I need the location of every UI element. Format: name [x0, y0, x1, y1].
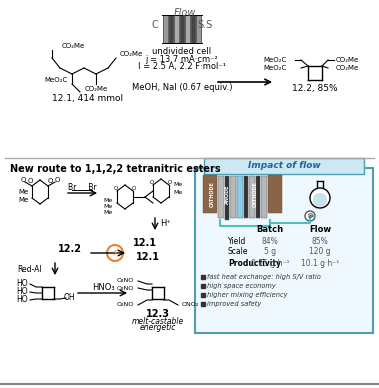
Text: Yield: Yield — [228, 237, 246, 246]
Text: 120 g: 120 g — [309, 248, 331, 256]
Text: 12.2: 12.2 — [58, 244, 82, 254]
Text: O: O — [47, 178, 53, 184]
Text: Me: Me — [173, 189, 182, 194]
Text: CO₂Me: CO₂Me — [120, 51, 143, 57]
Bar — [191, 15, 195, 43]
Circle shape — [107, 245, 123, 261]
Text: O: O — [168, 180, 172, 185]
Text: Productivity: Productivity — [228, 258, 281, 267]
Text: fast heat exchange: high S/V ratio: fast heat exchange: high S/V ratio — [207, 274, 321, 280]
Text: 5 g: 5 g — [264, 248, 276, 256]
Text: Red-Al: Red-Al — [17, 265, 42, 274]
Text: O₂NO: O₂NO — [117, 279, 134, 284]
Text: 12.3: 12.3 — [146, 309, 170, 319]
Text: ⊗: ⊗ — [307, 211, 313, 220]
Text: high space economy: high space economy — [207, 283, 276, 289]
Text: O₂NO: O₂NO — [117, 286, 134, 291]
Text: ANODE: ANODE — [224, 184, 230, 204]
Bar — [196, 15, 201, 43]
Text: CO₂Me: CO₂Me — [85, 86, 108, 92]
Text: MeOH, NaI (0.67 equiv.): MeOH, NaI (0.67 equiv.) — [132, 83, 232, 92]
Text: melt-castable: melt-castable — [132, 317, 184, 326]
Text: 12.2, 85%: 12.2, 85% — [292, 85, 338, 94]
Text: HO: HO — [16, 296, 28, 305]
Text: 12.1, 414 mmol: 12.1, 414 mmol — [52, 94, 124, 102]
Text: Me: Me — [104, 210, 113, 215]
Bar — [174, 15, 179, 43]
Bar — [261, 176, 267, 218]
Text: O₂NO: O₂NO — [117, 303, 134, 308]
Bar — [169, 15, 173, 43]
Text: O: O — [132, 185, 136, 191]
Text: H⁺: H⁺ — [160, 218, 171, 227]
Text: O: O — [20, 177, 26, 183]
Text: 85%: 85% — [312, 237, 328, 246]
Text: Me: Me — [19, 197, 29, 203]
Text: j = 13.7 mA·cm⁻²: j = 13.7 mA·cm⁻² — [146, 54, 218, 64]
Text: MeO₂C: MeO₂C — [264, 65, 287, 71]
Text: ⚡: ⚡ — [111, 248, 118, 258]
Bar — [244, 176, 248, 218]
Text: O: O — [150, 180, 154, 185]
Text: 10.1 g·h⁻¹: 10.1 g·h⁻¹ — [301, 258, 339, 267]
Bar — [249, 176, 255, 218]
FancyBboxPatch shape — [204, 158, 364, 174]
Bar — [185, 15, 190, 43]
Text: C: C — [152, 20, 158, 30]
Text: Br     Br: Br Br — [68, 184, 96, 192]
Text: ONO₂: ONO₂ — [182, 303, 199, 308]
Bar — [163, 15, 168, 43]
Text: S.S: S.S — [197, 20, 213, 30]
Bar — [180, 15, 184, 43]
Bar — [256, 176, 260, 218]
Circle shape — [313, 193, 327, 207]
Text: Me: Me — [19, 189, 29, 195]
Text: Me: Me — [173, 182, 182, 187]
Text: Batch: Batch — [257, 225, 283, 234]
Text: HNO₃: HNO₃ — [92, 284, 114, 293]
Text: Flow: Flow — [174, 8, 196, 18]
Text: Impact of flow: Impact of flow — [247, 161, 320, 170]
Bar — [203, 175, 217, 213]
Text: improved safety: improved safety — [207, 301, 261, 307]
Bar — [218, 176, 224, 218]
Text: 12.1: 12.1 — [136, 252, 160, 262]
Text: CATHODE: CATHODE — [252, 181, 257, 207]
Text: O: O — [54, 177, 60, 183]
Text: Flow: Flow — [309, 225, 331, 234]
Text: energetic: energetic — [140, 324, 176, 333]
Text: undivided cell: undivided cell — [152, 47, 211, 55]
Text: 84%: 84% — [262, 237, 278, 246]
Text: 12.1: 12.1 — [133, 238, 157, 248]
FancyBboxPatch shape — [195, 168, 373, 333]
Text: OH: OH — [64, 293, 76, 303]
Text: CO₂Me: CO₂Me — [336, 65, 359, 71]
Bar — [225, 176, 229, 220]
Text: CO₂Me: CO₂Me — [336, 57, 359, 63]
Text: CO₂Me: CO₂Me — [62, 43, 85, 49]
Circle shape — [310, 188, 330, 208]
Text: Me: Me — [104, 203, 113, 208]
Text: 0.75 g·h⁻¹: 0.75 g·h⁻¹ — [251, 258, 289, 267]
Text: MeO₂C: MeO₂C — [264, 57, 287, 63]
Bar — [237, 176, 243, 218]
Bar — [230, 176, 236, 218]
Text: HO: HO — [16, 288, 28, 296]
Text: O: O — [114, 185, 118, 191]
Text: MeO₂C: MeO₂C — [44, 77, 67, 83]
Text: CATHODE: CATHODE — [210, 181, 215, 207]
Text: Me: Me — [104, 197, 113, 203]
Text: HO: HO — [16, 279, 28, 289]
Text: New route to 1,1,2,2 tetranitric esters: New route to 1,1,2,2 tetranitric esters — [10, 164, 221, 174]
Text: I = 2.5 A, 2.2 F·mol⁻¹: I = 2.5 A, 2.2 F·mol⁻¹ — [138, 62, 226, 71]
Circle shape — [305, 211, 315, 221]
Text: higher mixing efficiency: higher mixing efficiency — [207, 292, 288, 298]
Bar — [268, 175, 282, 213]
Text: O: O — [27, 178, 33, 184]
Text: Scale: Scale — [228, 248, 249, 256]
